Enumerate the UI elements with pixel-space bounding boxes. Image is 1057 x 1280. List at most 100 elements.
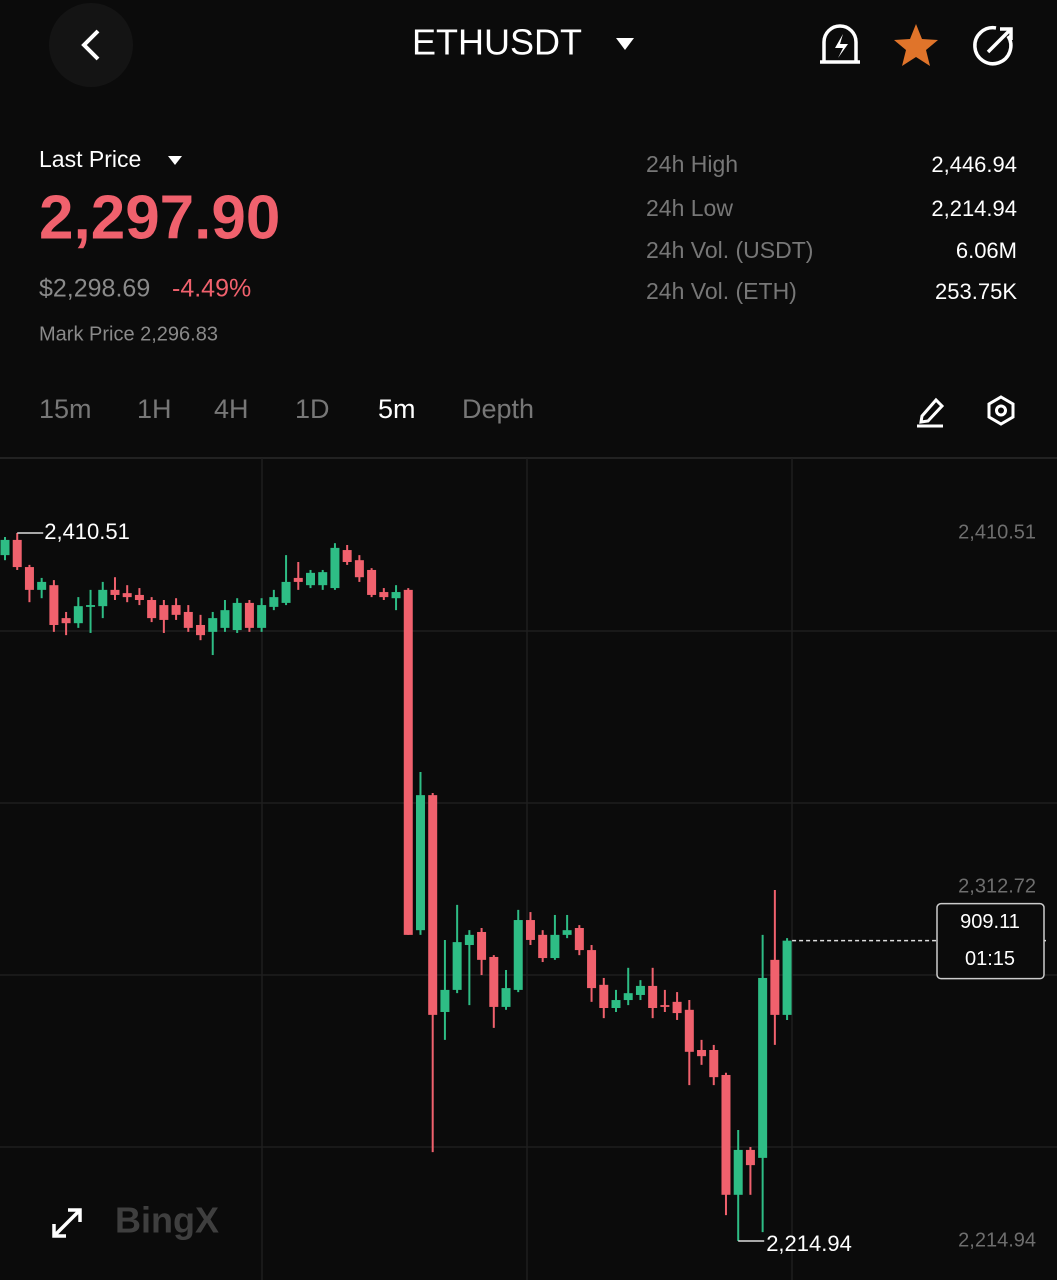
candle-body	[196, 624, 206, 636]
candle-body	[709, 1049, 719, 1078]
timeframe-tab[interactable]: 1D	[295, 394, 330, 424]
candle-body	[758, 977, 768, 1158]
timeframe-tab[interactable]: 4H	[214, 394, 249, 424]
stat-value: 253.75K	[935, 279, 1017, 304]
stat-value: 2,214.94	[931, 196, 1017, 221]
candle-body	[171, 605, 181, 615]
candle-body	[183, 611, 193, 628]
candle-body	[257, 605, 267, 628]
candle-body	[86, 605, 96, 607]
candle-body	[61, 618, 71, 624]
candle-body	[623, 993, 633, 1001]
price-label[interactable]: Last Price	[39, 146, 141, 172]
candle-body	[367, 569, 377, 595]
candle-body	[574, 927, 584, 951]
symbol-dropdown[interactable]	[616, 38, 634, 50]
y-tick-label: 2,410.51	[958, 521, 1036, 543]
candle-body	[770, 959, 780, 1015]
candle-body	[73, 606, 83, 624]
settings-icon[interactable]	[987, 395, 1015, 426]
y-tick-label: 2,214.94	[958, 1229, 1036, 1251]
timeframe-tab[interactable]: 1H	[137, 394, 172, 424]
stat-label: 24h Vol. (ETH)	[646, 278, 797, 304]
candle-body	[37, 581, 47, 590]
candle-body	[244, 602, 254, 628]
candle-body	[98, 589, 108, 607]
candle-body	[49, 585, 59, 625]
alert-icon[interactable]	[820, 24, 860, 64]
candle-body	[379, 592, 389, 598]
candle-body	[648, 985, 658, 1009]
stat-label: 24h High	[646, 151, 738, 177]
candle-body	[440, 989, 450, 1012]
candle-body	[464, 934, 474, 946]
timeframe-tab[interactable]: 5m	[378, 394, 416, 424]
timeframe-tab[interactable]: 15m	[39, 394, 92, 424]
timeframe-tab[interactable]: Depth	[462, 394, 534, 424]
candle-body	[330, 547, 340, 589]
candle-body	[428, 795, 438, 1015]
y-tick-label: 2,312.72	[958, 875, 1036, 897]
usd-price: $2,298.69	[39, 275, 150, 303]
candle-body	[550, 934, 560, 959]
candle-body	[587, 950, 597, 989]
candle-body	[599, 984, 609, 1009]
candle-body	[684, 1009, 694, 1052]
expand-icon[interactable]	[52, 1208, 82, 1238]
candle-body	[489, 956, 499, 1007]
favorite-icon[interactable]	[894, 24, 938, 66]
candle-body	[452, 942, 462, 990]
candle-body	[208, 618, 218, 632]
chart-grid	[0, 458, 1057, 1280]
candle-body	[12, 539, 22, 568]
candle-body	[415, 795, 425, 931]
last-price: 2,297.90	[39, 183, 280, 252]
stat-label: 24h Vol. (USDT)	[646, 237, 813, 263]
watermark: BingX	[115, 1200, 219, 1241]
candle-body	[562, 930, 572, 935]
price-dropdown[interactable]	[168, 156, 182, 165]
stat-value: 6.06M	[956, 238, 1017, 263]
price-tag-top: 909.11	[960, 911, 1020, 933]
candle-body	[220, 610, 230, 628]
candle-body	[403, 589, 413, 935]
candle-body	[745, 1149, 755, 1166]
candle-body	[342, 550, 352, 562]
candle-body	[782, 940, 792, 1015]
candle-body	[672, 1001, 682, 1014]
candle-body	[306, 572, 315, 586]
price-tag	[936, 902, 1045, 980]
draw-tool-icon[interactable]	[917, 397, 945, 428]
candle-body	[110, 589, 120, 595]
back-button[interactable]	[49, 3, 133, 87]
price-change: -4.49%	[172, 275, 251, 303]
candle-body	[0, 539, 10, 556]
share-icon[interactable]	[973, 25, 1013, 66]
high-marker-label: 2,410.51	[44, 519, 130, 544]
candle-body	[147, 600, 157, 619]
candle-body	[391, 592, 401, 599]
candle-body	[501, 988, 511, 1007]
candle-body	[269, 597, 279, 607]
candle-body	[538, 934, 548, 959]
candle-body	[232, 602, 242, 631]
candle-body	[134, 594, 144, 601]
back-icon	[81, 29, 100, 61]
candle-body	[513, 920, 523, 990]
candle-body	[660, 1005, 670, 1007]
low-marker-label: 2,214.94	[766, 1231, 852, 1256]
candle-body	[721, 1074, 731, 1195]
candle-body	[318, 572, 328, 586]
candle-body	[733, 1149, 743, 1195]
candle-body	[635, 985, 645, 995]
symbol[interactable]: ETHUSDT	[412, 22, 582, 63]
candle-body	[477, 931, 487, 960]
candle-body	[525, 920, 535, 940]
price-tag-bottom: 01:15	[965, 948, 1015, 970]
candle-body	[697, 1049, 707, 1057]
stat-value: 2,446.94	[931, 152, 1017, 177]
candle-body	[293, 577, 303, 582]
